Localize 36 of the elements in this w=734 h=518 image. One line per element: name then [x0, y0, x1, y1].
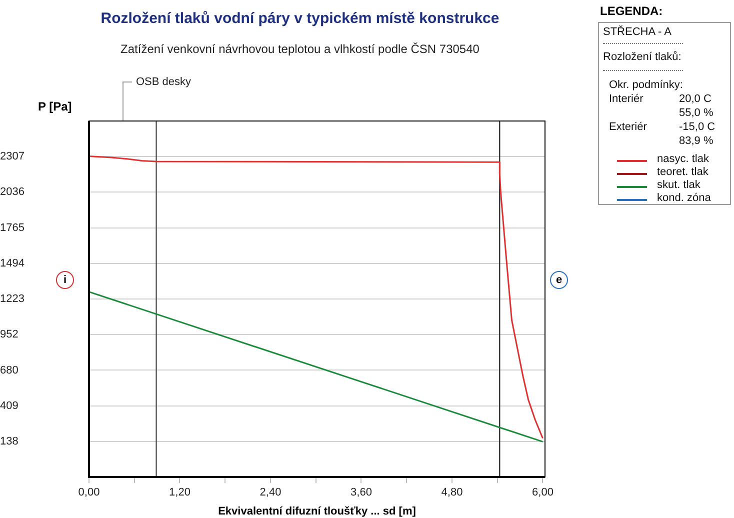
chart-subtitle: Zatížení venkovní návrhovou teplotou a vlhkostí podle ČSN 730540: [120, 42, 480, 56]
x-tick-label: 4,80: [441, 486, 463, 499]
text: i: [56, 271, 74, 289]
text: Rozložení tlaků:: [603, 51, 682, 63]
y-tick-label: 1765: [0, 222, 24, 234]
x-tick-label: 1,20: [169, 486, 190, 499]
legend-label: kond. zóna: [657, 192, 711, 204]
chart-title: Rozložení tlaků vodní páry v typickém místě konstrukce: [100, 10, 500, 27]
text: 83,9 %: [679, 135, 714, 147]
y-axis-title: P [Pa]: [38, 99, 72, 114]
text: -15,0 C: [679, 121, 716, 133]
y-tick-label: 1494: [0, 257, 24, 270]
text: 20,0 C: [679, 93, 712, 105]
legend-label: teoret. tlak: [657, 166, 708, 178]
x-tick-label: 2,40: [260, 486, 282, 499]
text: e: [550, 271, 568, 289]
text: 55,0 %: [679, 107, 714, 119]
legend-label: skut. tlak: [657, 179, 700, 191]
text: STŘECHA - A: [603, 26, 672, 38]
x-axis-title: Ekvivalentní difuzní tloušťky ... sd [m]: [218, 505, 416, 518]
y-tick-label: 409: [0, 400, 18, 412]
text: Exteriér: [609, 121, 647, 133]
text: Okr. podmínky:: [609, 79, 683, 91]
x-tick-label: 3,60: [350, 486, 372, 499]
legend-title: LEGENDA:: [600, 4, 663, 18]
legend-label: nasyc. tlak: [657, 153, 709, 165]
x-tick-label: 0,00: [78, 486, 100, 499]
text: OSB desky: [136, 76, 192, 88]
y-tick-label: 138: [0, 435, 18, 448]
text: Interiér: [609, 93, 644, 105]
y-tick-label: 680: [0, 364, 18, 376]
y-tick-label: 2307: [0, 150, 24, 163]
y-tick-label: 952: [0, 328, 18, 341]
y-tick-label: 2036: [0, 186, 24, 198]
y-tick-label: 1223: [0, 292, 24, 305]
x-tick-label: 6,00: [532, 486, 554, 499]
